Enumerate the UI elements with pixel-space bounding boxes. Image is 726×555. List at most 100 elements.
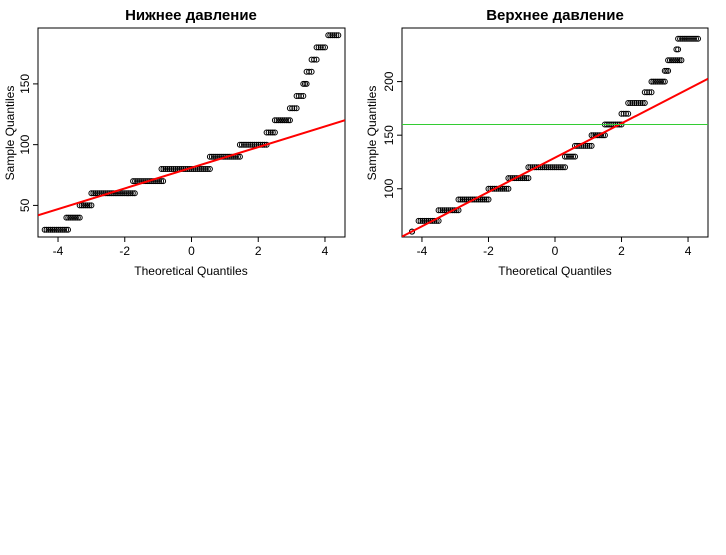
- data-point: [202, 166, 209, 172]
- data-point: [170, 166, 177, 172]
- data-point: [584, 142, 591, 149]
- data-point: [639, 100, 646, 106]
- data-point: [59, 226, 66, 233]
- data-point: [271, 129, 278, 136]
- data-point: [335, 32, 342, 39]
- x-tick-label: 2: [255, 244, 262, 258]
- data-point: [65, 214, 72, 221]
- data-point: [313, 56, 320, 63]
- data-point: [158, 166, 165, 172]
- data-point: [206, 153, 213, 160]
- data-point: [200, 166, 207, 172]
- data-point: [437, 207, 444, 214]
- data-point: [168, 166, 175, 172]
- data-point: [162, 166, 169, 172]
- data-point: [90, 190, 97, 197]
- data-point: [570, 153, 576, 160]
- data-point: [678, 57, 685, 64]
- data-point: [415, 217, 422, 224]
- data-point: [160, 178, 167, 185]
- panel-low-pressure: Нижнее давление Theoretical Quantiles Sa…: [3, 7, 346, 278]
- data-point: [281, 117, 288, 124]
- data-point: [562, 164, 568, 171]
- data-point: [322, 44, 328, 51]
- data-point: [665, 67, 672, 74]
- data-point: [55, 226, 62, 233]
- y-tick-label: 100: [382, 178, 396, 198]
- data-point: [429, 217, 436, 224]
- data-point: [51, 226, 58, 233]
- data-point: [631, 100, 638, 106]
- data-point: [65, 226, 71, 233]
- data-point: [291, 105, 298, 112]
- data-point: [82, 202, 89, 209]
- data-point: [695, 35, 701, 42]
- data-point: [541, 164, 548, 171]
- data-point: [300, 93, 307, 99]
- y-tick-label: 50: [18, 198, 32, 212]
- data-point: [76, 214, 83, 221]
- data-point: [125, 190, 132, 197]
- data-point: [88, 202, 95, 209]
- data-point: [675, 35, 682, 42]
- data-point: [525, 175, 532, 182]
- data-point: [439, 207, 446, 214]
- data-point: [685, 35, 691, 42]
- data-point: [679, 35, 686, 42]
- y-tick-label: 200: [382, 71, 396, 91]
- data-point: [543, 164, 550, 171]
- data-point: [670, 57, 677, 64]
- data-point: [74, 214, 81, 221]
- data-point: [681, 35, 688, 42]
- data-point: [491, 185, 498, 192]
- data-point: [457, 196, 464, 203]
- data-point: [160, 166, 167, 172]
- data-point: [172, 166, 179, 172]
- data-point: [557, 164, 564, 171]
- data-point: [641, 100, 648, 106]
- data-point: [564, 153, 570, 160]
- data-point: [691, 35, 697, 42]
- data-point: [623, 110, 629, 117]
- data-point: [92, 190, 99, 197]
- data-point: [663, 67, 670, 74]
- data-point: [277, 117, 284, 124]
- data-point: [208, 153, 215, 160]
- data-point: [521, 175, 528, 182]
- data-point: [523, 175, 530, 182]
- data-point: [551, 164, 558, 171]
- x-tick-label: 0: [552, 244, 559, 258]
- data-point: [63, 214, 70, 221]
- data-point: [198, 166, 205, 172]
- x-tick-label: 2: [618, 244, 625, 258]
- data-point: [121, 190, 128, 197]
- chart-title: Верхнее давление: [486, 7, 624, 24]
- data-point: [265, 129, 272, 136]
- data-point: [86, 202, 93, 209]
- data-point: [243, 141, 249, 148]
- data-point: [236, 141, 243, 148]
- y-axis-label: Sample Quantiles: [365, 86, 379, 181]
- data-point: [71, 214, 77, 221]
- data-point: [236, 153, 243, 160]
- data-point: [568, 153, 574, 160]
- data-point: [267, 129, 274, 136]
- data-point: [661, 78, 668, 85]
- data-point: [279, 117, 286, 124]
- data-point: [435, 207, 442, 214]
- data-point: [625, 100, 632, 106]
- data-point: [94, 190, 101, 197]
- x-tick-label: 0: [188, 244, 195, 258]
- data-point: [499, 185, 506, 192]
- data-point: [285, 117, 292, 124]
- data-point: [463, 196, 470, 203]
- data-point: [84, 202, 91, 209]
- data-point: [654, 78, 661, 85]
- data-point: [325, 32, 332, 39]
- data-point: [572, 153, 578, 160]
- data-point: [249, 141, 256, 148]
- data-point: [61, 226, 68, 233]
- data-point: [689, 35, 695, 42]
- data-point: [204, 166, 211, 172]
- data-point: [646, 89, 653, 96]
